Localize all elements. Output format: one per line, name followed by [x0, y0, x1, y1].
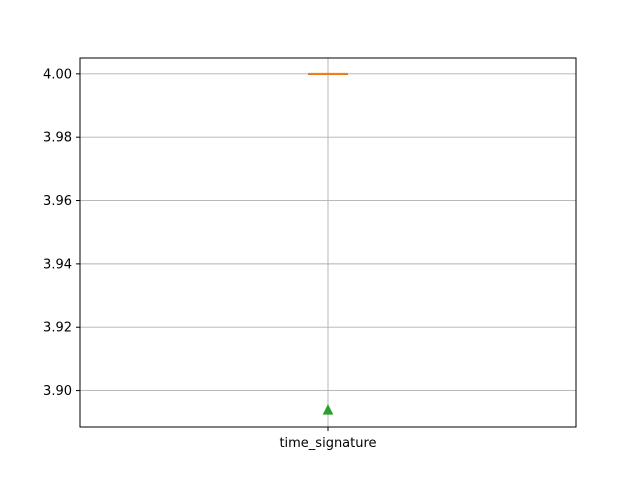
mean-marker [322, 403, 334, 415]
y-tick-label: 4.00 [43, 67, 72, 82]
x-axis: time_signature [279, 427, 377, 451]
x-tick-label: time_signature [279, 436, 376, 451]
y-tick-label: 3.90 [43, 384, 72, 399]
y-tick-label: 3.98 [43, 131, 72, 146]
y-tick-label: 3.92 [43, 321, 72, 336]
y-tick-label: 3.96 [43, 194, 72, 209]
grid-lines [80, 58, 576, 427]
y-tick-label: 3.94 [43, 257, 72, 272]
box-plot [308, 72, 348, 415]
y-axis: 3.90 3.92 3.94 3.96 3.98 4.00 [43, 67, 80, 399]
